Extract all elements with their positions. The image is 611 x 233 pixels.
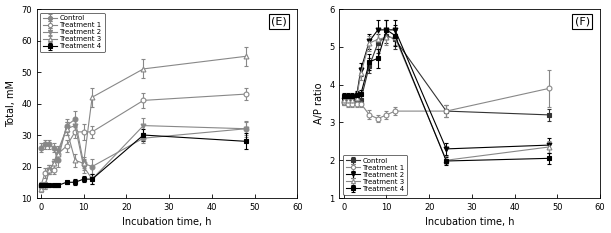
Text: (F): (F)	[574, 17, 590, 27]
X-axis label: Incubation time, h: Incubation time, h	[122, 217, 211, 227]
Y-axis label: Total, mM: Total, mM	[5, 80, 15, 127]
Legend: Control, Treatment 1, Treatment 2, Treatment 3, Treatment 4: Control, Treatment 1, Treatment 2, Treat…	[343, 155, 408, 195]
Text: (E): (E)	[271, 17, 287, 27]
X-axis label: Incubation time, h: Incubation time, h	[425, 217, 514, 227]
Y-axis label: A/P ratio: A/P ratio	[313, 83, 324, 124]
Legend: Control, Treatment 1, Treatment 2, Treatment 3, Treatment 4: Control, Treatment 1, Treatment 2, Treat…	[40, 13, 104, 52]
